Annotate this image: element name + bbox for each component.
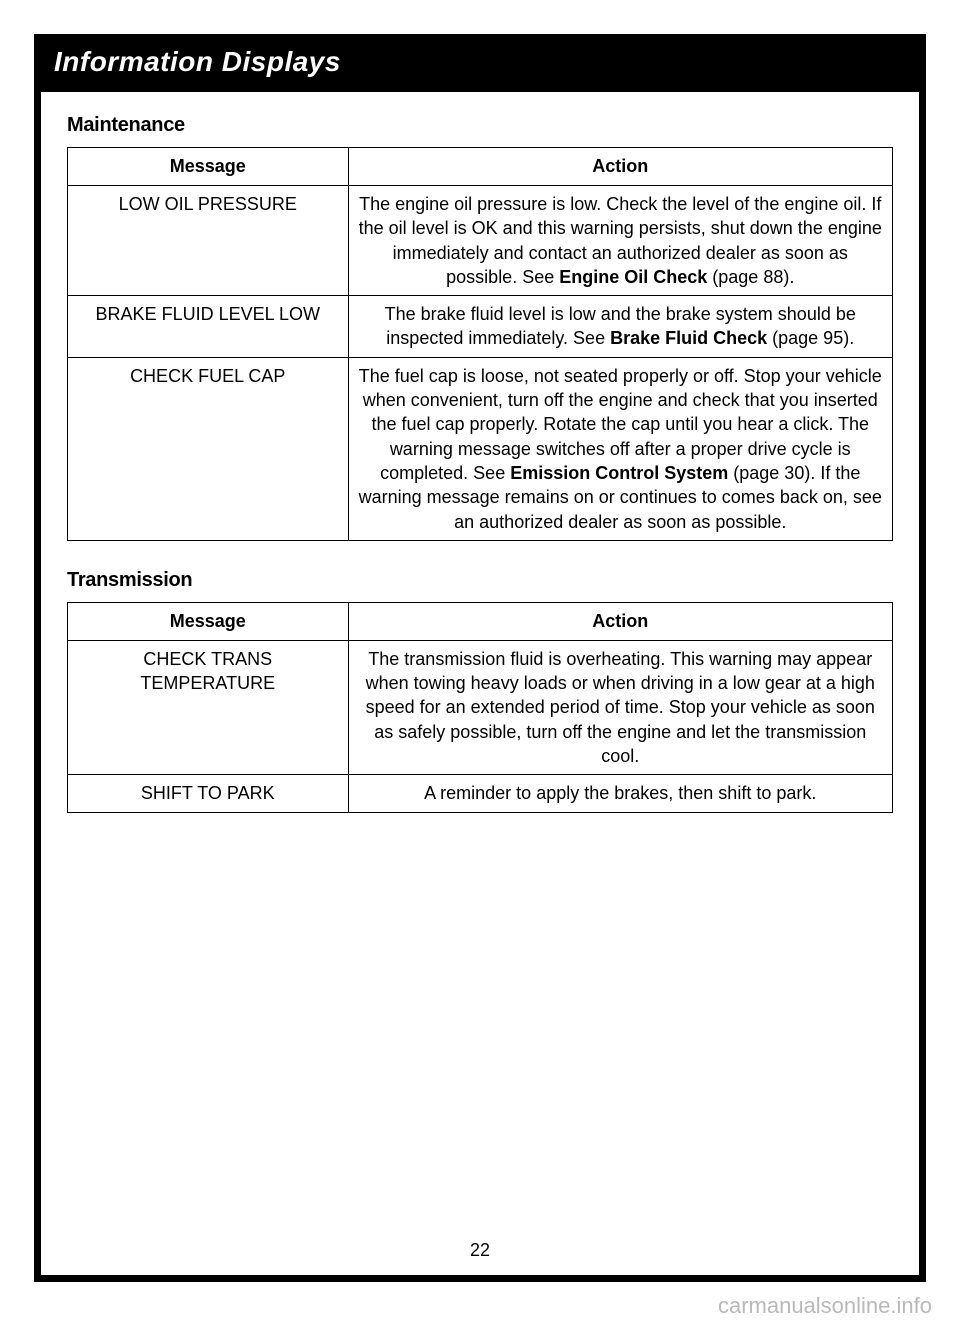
table-row: BRAKE FLUID LEVEL LOW The brake fluid le…: [68, 296, 893, 358]
action-cell: The engine oil pressure is low. Check th…: [348, 186, 893, 296]
action-cell: A reminder to apply the brakes, then shi…: [348, 775, 893, 812]
page-number: 22: [41, 1240, 919, 1261]
table-row: CHECK TRANS TEMPERATURE The transmission…: [68, 640, 893, 774]
transmission-table: Message Action CHECK TRANS TEMPERATURE T…: [67, 602, 893, 813]
col-header-action: Action: [348, 148, 893, 186]
action-cell: The transmission fluid is overheating. T…: [348, 640, 893, 774]
table-row: SHIFT TO PARK A reminder to apply the br…: [68, 775, 893, 812]
msg-cell: CHECK FUEL CAP: [68, 357, 349, 540]
table-row: CHECK FUEL CAP The fuel cap is loose, no…: [68, 357, 893, 540]
col-header-message: Message: [68, 148, 349, 186]
col-header-message: Message: [68, 602, 349, 640]
msg-cell: LOW OIL PRESSURE: [68, 186, 349, 296]
section-heading-maintenance: Maintenance: [67, 114, 893, 137]
msg-cell: SHIFT TO PARK: [68, 775, 349, 812]
action-cell: The fuel cap is loose, not seated proper…: [348, 357, 893, 540]
action-cell: The brake fluid level is low and the bra…: [348, 296, 893, 358]
page-frame: Information Displays Maintenance Message…: [34, 34, 926, 1282]
watermark: carmanualsonline.info: [718, 1293, 932, 1319]
msg-cell: CHECK TRANS TEMPERATURE: [68, 640, 349, 774]
page-title: Information Displays: [54, 46, 906, 78]
header-bar: Information Displays: [34, 34, 926, 92]
maintenance-table: Message Action LOW OIL PRESSURE The engi…: [67, 147, 893, 541]
section-heading-transmission: Transmission: [67, 569, 893, 592]
page-content: Maintenance Message Action LOW OIL PRESS…: [41, 92, 919, 813]
table-row: LOW OIL PRESSURE The engine oil pressure…: [68, 186, 893, 296]
msg-cell: BRAKE FLUID LEVEL LOW: [68, 296, 349, 358]
col-header-action: Action: [348, 602, 893, 640]
